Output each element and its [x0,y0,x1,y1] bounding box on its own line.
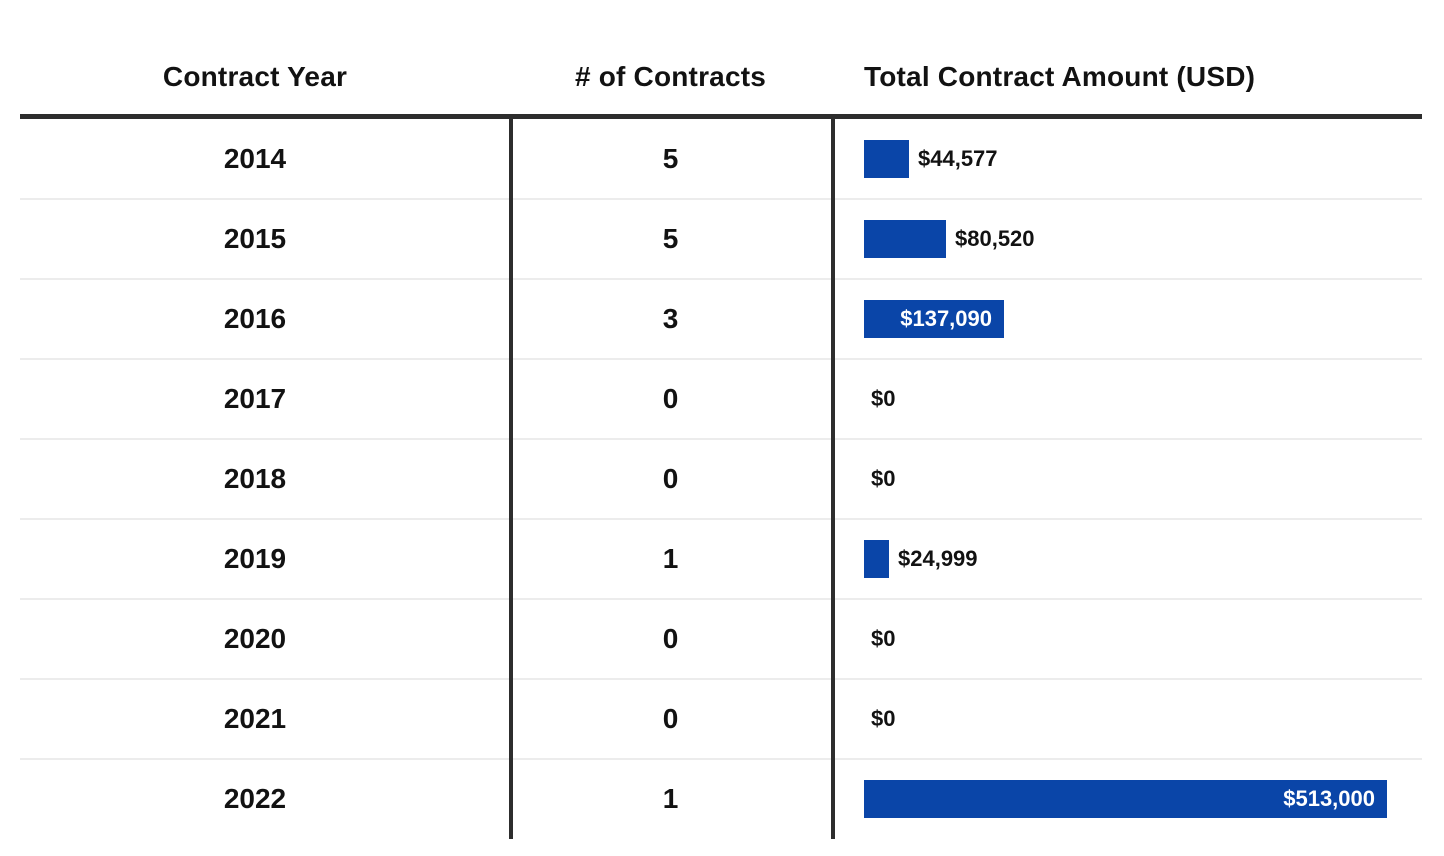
table-row: 2014 5 $44,577 [0,119,1444,199]
amount-label-inside: $513,000 [1283,786,1375,811]
amount-label-outside: $24,999 [898,546,978,571]
count-cell: 0 [662,383,679,414]
amount-bar [864,220,946,258]
count-cell: 0 [662,623,679,654]
count-cell: 5 [662,223,679,254]
count-cell: 3 [662,303,679,334]
table-row: 2015 5 $80,520 [0,198,1444,279]
table-header-row: Contract Year # of Contracts Total Contr… [0,0,1444,114]
table-row: 2022 1 $513,000 [0,758,1444,839]
amount-cell: $24,999 [831,540,1444,578]
amount-cell: $0 [831,706,1444,732]
amount-label-outside: $0 [871,706,896,731]
amount-cell: $137,090 [831,300,1444,338]
amount-bar [864,140,909,178]
header-contract-year: Contract Year [162,61,348,92]
column-divider-year-count [509,119,513,839]
amount-cell: $0 [831,466,1444,492]
year-cell: 2016 [223,303,287,334]
amount-cell: $513,000 [831,780,1444,818]
table-row: 2018 0 $0 [0,438,1444,519]
header-rule [20,114,1422,119]
count-cell: 1 [662,783,679,814]
header-total-contract-amount: Total Contract Amount (USD) [864,61,1256,92]
header-num-contracts: # of Contracts [574,61,767,92]
count-cell: 1 [662,543,679,574]
table-row: 2016 3 $137,090 [0,278,1444,359]
amount-cell: $44,577 [831,140,1444,178]
table-row: 2021 0 $0 [0,678,1444,759]
column-divider-count-amount [831,119,835,839]
amount-label-inside: $137,090 [900,306,992,331]
year-cell: 2014 [223,143,287,174]
year-cell: 2015 [223,223,287,254]
amount-bar: $513,000 [864,780,1387,818]
year-cell: 2021 [223,703,287,734]
table-row: 2017 0 $0 [0,358,1444,439]
count-cell: 0 [662,703,679,734]
year-cell: 2019 [223,543,287,574]
table-body: 2014 5 $44,577 2015 5 $80,520 2016 3 $13… [0,119,1444,839]
amount-cell: $0 [831,626,1444,652]
amount-label-outside: $44,577 [918,146,998,171]
amount-label-outside: $80,520 [955,226,1035,251]
table-row: 2019 1 $24,999 [0,518,1444,599]
year-cell: 2022 [223,783,287,814]
table-row: 2020 0 $0 [0,598,1444,679]
amount-label-outside: $0 [871,386,896,411]
amount-bar [864,540,889,578]
amount-label-outside: $0 [871,466,896,491]
count-cell: 0 [662,463,679,494]
amount-cell: $0 [831,386,1444,412]
amount-bar: $137,090 [864,300,1004,338]
count-cell: 5 [662,143,679,174]
amount-label-outside: $0 [871,626,896,651]
year-cell: 2017 [223,383,287,414]
amount-cell: $80,520 [831,220,1444,258]
year-cell: 2020 [223,623,287,654]
year-cell: 2018 [223,463,287,494]
